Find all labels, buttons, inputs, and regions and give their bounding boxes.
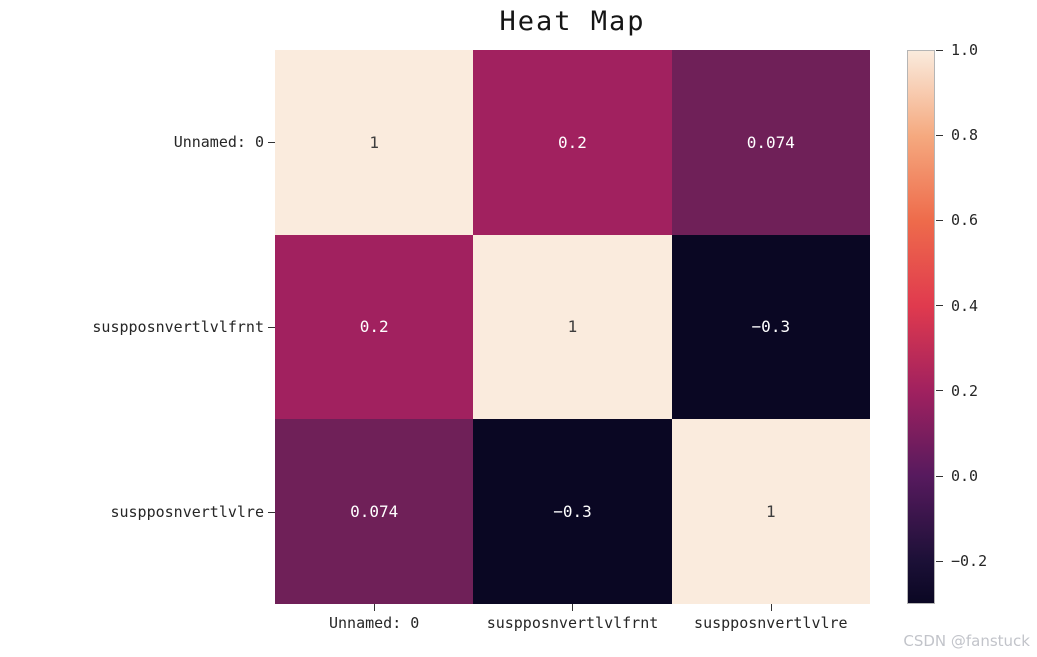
y-axis-label-unnamed-0: Unnamed: 0 <box>173 133 264 151</box>
heatmap-cell: 0.074 <box>275 419 474 604</box>
heatmap-cell: 1 <box>473 234 672 420</box>
colorbar-tick-label: 0.2 <box>951 381 979 400</box>
chart-title: Heat Map <box>499 6 646 37</box>
colorbar-tick-label: 0.4 <box>951 296 979 315</box>
x-axis-label-unnamed-0: Unnamed: 0 <box>329 614 420 632</box>
heatmap-cell: 0.2 <box>275 234 474 420</box>
y-tick-mark <box>268 512 275 513</box>
y-axis-label-suspposnvertlvlre: suspposnvertlvlre <box>110 503 264 521</box>
colorbar-tick-label: 0.6 <box>951 211 979 230</box>
heatmap-cell: −0.3 <box>671 234 870 420</box>
watermark: CSDN @fanstuck <box>903 632 1030 650</box>
colorbar-tick-mark <box>936 49 943 51</box>
colorbar-tick-label: 0.0 <box>951 467 979 486</box>
heatmap-cell: 1 <box>671 419 870 604</box>
x-tick-mark <box>374 604 375 611</box>
x-tick-mark <box>771 604 772 611</box>
colorbar-tick-label: 0.8 <box>951 126 979 145</box>
heatmap-cell: 1 <box>275 50 474 235</box>
x-axis-label-suspposnvertlvlfrnt: suspposnvertlvlfrnt <box>486 614 659 632</box>
colorbar-tick-label: −0.2 <box>951 552 988 571</box>
colorbar-gradient <box>907 50 935 604</box>
x-axis-labels: Unnamed: 0 suspposnvertlvlfrnt suspposnv… <box>275 614 870 632</box>
y-axis-label-suspposnvertlvlfrnt: suspposnvertlvlfrnt <box>92 318 264 336</box>
colorbar-tick-label: 1.0 <box>951 41 979 59</box>
heatmap-cell: 0.2 <box>473 50 672 235</box>
y-tick-mark <box>268 327 275 328</box>
y-tick-mark <box>268 142 275 143</box>
x-axis-label-suspposnvertlvlre: suspposnvertlvlre <box>694 614 848 632</box>
colorbar-ticks: 1.0 0.8 0.6 0.4 0.2 0.0 −0.2 <box>907 41 1007 604</box>
colorbar-tick-mark <box>936 560 943 562</box>
colorbar-tick-mark <box>936 475 943 477</box>
x-tick-mark <box>572 604 573 611</box>
colorbar-tick-mark <box>936 219 943 221</box>
heatmap-cell: −0.3 <box>473 419 672 604</box>
colorbar-tick-mark <box>936 305 943 307</box>
colorbar-tick-mark <box>936 134 943 136</box>
heatmap-grid: 1 0.2 0.074 0.2 1 −0.3 0.074 −0.3 1 <box>275 50 870 604</box>
colorbar-tick-mark <box>936 390 943 392</box>
heatmap-cell: 0.074 <box>671 50 870 235</box>
colorbar: 1.0 0.8 0.6 0.4 0.2 0.0 −0.2 <box>907 41 987 604</box>
